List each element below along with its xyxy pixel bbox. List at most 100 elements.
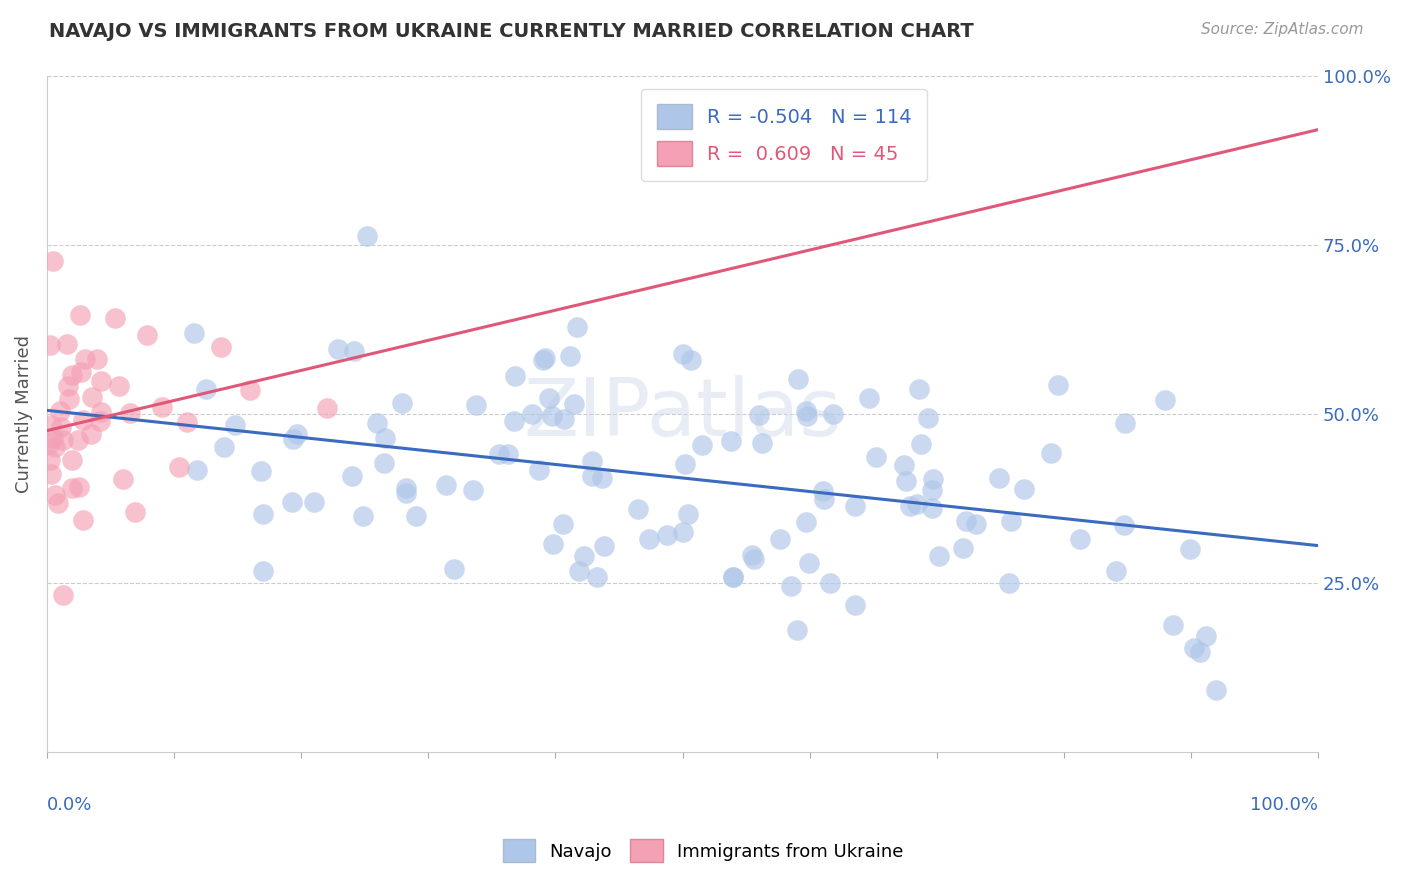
Point xyxy=(1195,629,1218,643)
Point xyxy=(373,456,395,470)
Point xyxy=(921,501,943,516)
Point xyxy=(326,342,349,356)
Point xyxy=(794,515,817,529)
Point xyxy=(952,541,974,556)
Point xyxy=(672,524,695,539)
Point xyxy=(818,575,841,590)
Point xyxy=(176,415,198,429)
Point xyxy=(1114,417,1136,431)
Point xyxy=(72,413,94,427)
Point xyxy=(252,508,274,522)
Point xyxy=(721,569,744,583)
Point xyxy=(79,426,101,441)
Point xyxy=(553,412,575,426)
Point xyxy=(543,537,565,551)
Point xyxy=(592,539,614,553)
Point xyxy=(51,588,73,602)
Point xyxy=(679,353,702,368)
Point xyxy=(529,463,551,477)
Point xyxy=(283,432,305,446)
Point xyxy=(673,458,696,472)
Point xyxy=(58,392,80,407)
Point xyxy=(356,229,378,244)
Point xyxy=(41,253,63,268)
Point xyxy=(67,479,90,493)
Point xyxy=(1112,517,1135,532)
Point xyxy=(965,517,987,532)
Point xyxy=(568,564,591,578)
Point xyxy=(751,435,773,450)
Point xyxy=(742,551,765,566)
Point xyxy=(572,549,595,563)
Point xyxy=(502,414,524,428)
Point xyxy=(38,436,60,450)
Point xyxy=(48,404,70,418)
Point xyxy=(720,434,742,448)
Point xyxy=(58,379,80,393)
Point xyxy=(1188,645,1211,659)
Point xyxy=(224,418,246,433)
Point xyxy=(671,347,693,361)
Text: ZIPatlas: ZIPatlas xyxy=(523,375,842,453)
Point xyxy=(1205,683,1227,698)
Point xyxy=(627,502,650,516)
Point xyxy=(741,549,763,563)
Point xyxy=(252,564,274,578)
Point xyxy=(581,468,603,483)
Point xyxy=(44,488,66,502)
Point xyxy=(988,470,1011,484)
Point xyxy=(721,570,744,584)
Point xyxy=(465,398,488,412)
Point xyxy=(955,514,977,528)
Point xyxy=(90,405,112,419)
Point xyxy=(120,406,142,420)
Point xyxy=(779,579,801,593)
Point xyxy=(676,508,699,522)
Point xyxy=(1154,393,1177,408)
Point xyxy=(112,472,135,486)
Point xyxy=(104,310,127,325)
Point xyxy=(39,417,62,432)
Point xyxy=(813,491,835,506)
Point xyxy=(374,431,396,445)
Point xyxy=(1161,617,1184,632)
Point xyxy=(893,458,915,472)
Point xyxy=(1000,514,1022,528)
Point xyxy=(844,499,866,513)
Point xyxy=(638,532,661,546)
Point xyxy=(655,527,678,541)
Point xyxy=(794,404,817,418)
Point xyxy=(366,416,388,430)
Point xyxy=(343,344,366,359)
Point xyxy=(46,496,69,510)
Text: 100.0%: 100.0% xyxy=(1250,796,1319,814)
Point xyxy=(395,485,418,500)
Point xyxy=(922,472,945,486)
Point xyxy=(538,391,561,405)
Point xyxy=(62,481,84,495)
Point xyxy=(194,382,217,396)
Point xyxy=(917,410,939,425)
Point xyxy=(86,351,108,366)
Point xyxy=(209,340,232,354)
Point xyxy=(896,474,918,488)
Point xyxy=(690,438,713,452)
Point xyxy=(786,623,808,637)
Point xyxy=(1040,445,1063,459)
Point xyxy=(167,459,190,474)
Point xyxy=(997,575,1019,590)
Point xyxy=(1069,532,1091,546)
Text: Source: ZipAtlas.com: Source: ZipAtlas.com xyxy=(1201,22,1364,37)
Point xyxy=(212,441,235,455)
Point xyxy=(907,496,929,510)
Point xyxy=(461,483,484,498)
Point xyxy=(391,396,413,410)
Point xyxy=(921,483,943,497)
Point xyxy=(844,598,866,612)
Point xyxy=(281,494,304,508)
Point xyxy=(239,383,262,397)
Point xyxy=(395,481,418,495)
Point xyxy=(1012,483,1035,497)
Point xyxy=(108,379,131,393)
Point xyxy=(135,327,157,342)
